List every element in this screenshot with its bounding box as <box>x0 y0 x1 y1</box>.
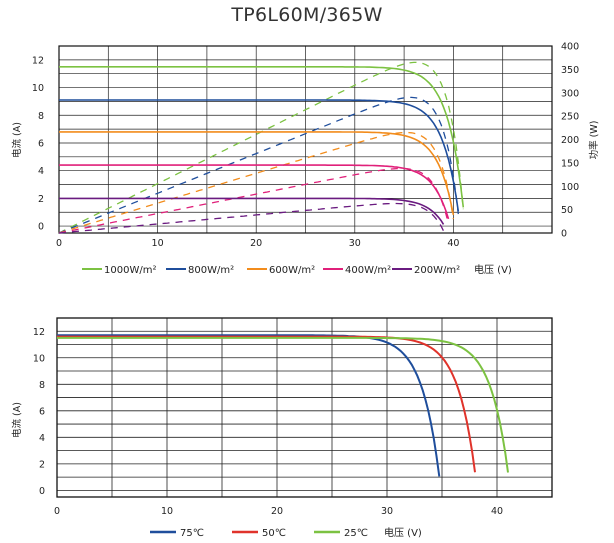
chart2-ylabel: 电流 (A) <box>11 402 23 438</box>
chart1-legend-label: 800W/m² <box>188 265 234 276</box>
chart2-ytick-label: 0 <box>39 486 45 497</box>
chart2-xlabel: 电压 (V) <box>384 526 422 539</box>
chart1-legend-label: 1000W/m² <box>104 265 156 276</box>
chart1-power-line-2 <box>58 131 455 234</box>
chart1-ytick-label: 8 <box>38 111 44 122</box>
chart1-grid <box>58 46 553 233</box>
chart1-y2label: 功率 (W) <box>588 121 600 160</box>
chart2-xtick-label: 10 <box>161 506 173 517</box>
chart1-y2tick-label: 50 <box>561 205 573 216</box>
chart1-ytick-label: 10 <box>32 83 44 94</box>
chart1-iv-line-2 <box>59 131 455 216</box>
chart1-ytick-label: 4 <box>38 166 44 177</box>
chart1-xtick-label: 10 <box>152 238 164 249</box>
chart2-xtick-label: 0 <box>54 506 60 517</box>
chart1-ylabel: 电流 (A) <box>11 122 23 158</box>
chart2-xtick-label: 30 <box>381 506 393 517</box>
chart1-iv-line-3 <box>59 164 450 220</box>
chart1-ytick-label: 12 <box>32 55 44 66</box>
chart2-legend-label: 50℃ <box>262 528 286 539</box>
chart1-xlabel: 电压 (V) <box>474 263 512 276</box>
chart1-xtick-label: 40 <box>447 238 459 249</box>
chart1-legend-label: 200W/m² <box>414 265 460 276</box>
chart1-y2tick-label: 150 <box>561 158 579 169</box>
chart1-ytick-label: 2 <box>38 194 44 205</box>
chart2-ytick-label: 12 <box>33 327 45 338</box>
chart2-iv-line-0 <box>57 334 441 477</box>
chart1-y2tick-label: 100 <box>561 182 579 193</box>
chart2-ytick-label: 4 <box>39 433 45 444</box>
chart2-iv-line-1 <box>57 335 476 473</box>
chart1-ytick-label: 6 <box>38 138 44 149</box>
chart2-xtick-label: 20 <box>271 506 283 517</box>
chart1-y2tick-label: 300 <box>561 88 579 99</box>
chart2-iv-line-2 <box>57 336 509 473</box>
chart2-ytick-label: 2 <box>39 459 45 470</box>
chart2-ytick-label: 8 <box>39 380 45 391</box>
chart1-y2tick-label: 350 <box>561 65 579 76</box>
chart2-frame <box>56 317 553 498</box>
chart1-iv-line-1 <box>59 99 460 212</box>
chart2-ytick-label: 10 <box>33 353 45 364</box>
chart2-legend-label: 75℃ <box>180 528 204 539</box>
chart1-y2tick-label: 400 <box>561 42 579 53</box>
chart1-xtick-label: 0 <box>56 238 62 249</box>
chart1-xtick-label: 30 <box>349 238 361 249</box>
chart1-power-line-1 <box>58 96 459 234</box>
chart-title: TP6L60M/365W <box>231 4 383 26</box>
chart1-ytick-label: 0 <box>38 222 44 233</box>
chart2-xtick-label: 40 <box>491 506 503 517</box>
chart1-iv-line-0 <box>59 66 465 208</box>
chart1-y2tick-label: 0 <box>561 229 567 240</box>
chart1-iv-line-4 <box>59 197 445 225</box>
chart2-ytick-label: 6 <box>39 406 45 417</box>
chart1-power-line-3 <box>58 167 450 234</box>
chart1-power-line-4 <box>58 202 445 234</box>
chart1-y2tick-label: 250 <box>561 112 579 123</box>
chart1-legend-label: 400W/m² <box>345 265 391 276</box>
chart1-y2tick-label: 200 <box>561 135 579 146</box>
chart1-frame <box>58 45 553 234</box>
chart1-xtick-label: 20 <box>250 238 262 249</box>
chart1-power-line-0 <box>58 61 464 234</box>
chart2-legend-label: 25℃ <box>344 528 368 539</box>
chart2-grid <box>56 318 553 497</box>
chart1-legend-label: 600W/m² <box>269 265 315 276</box>
